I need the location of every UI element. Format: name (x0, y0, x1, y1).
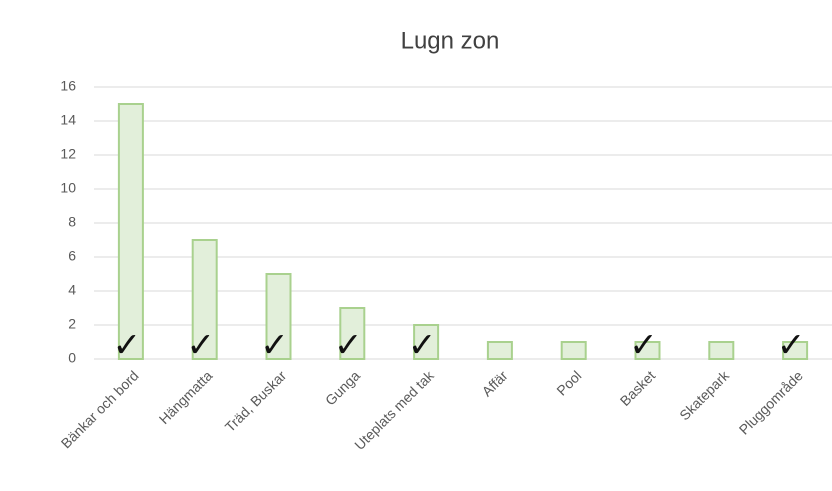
x-tick-label: Träd, Buskar (222, 367, 290, 435)
check-mark: ✓ (113, 326, 142, 366)
check-mark: ✓ (408, 326, 437, 366)
y-tick-label: 10 (60, 180, 76, 196)
y-tick-label: 8 (68, 214, 76, 230)
y-tick-label: 6 (68, 248, 76, 264)
check-mark: ✓ (260, 326, 289, 366)
bar (191, 239, 218, 360)
check-mark: ✓ (186, 326, 215, 366)
bar (117, 103, 144, 360)
y-tick-label: 0 (68, 350, 76, 366)
chart-title: Lugn zon (401, 27, 500, 54)
x-tick-label: Basket (617, 367, 659, 409)
x-tick-label: Skatepark (676, 367, 733, 424)
bar (708, 341, 735, 360)
x-tick-label: Gunga (322, 367, 363, 408)
y-tick-label: 4 (68, 282, 76, 298)
x-tick-label: Pluggområde (736, 367, 806, 437)
bar (265, 273, 292, 360)
y-tick-label: 2 (68, 316, 76, 332)
y-tick-label: 12 (60, 146, 76, 162)
bar (413, 324, 440, 360)
bar (782, 341, 809, 360)
y-tick-label: 16 (60, 78, 76, 94)
bar (560, 341, 587, 360)
y-tick-label: 14 (60, 112, 76, 128)
x-tick-label: Bänkar och bord (58, 367, 142, 451)
x-tick-label: Pool (553, 367, 584, 398)
x-tick-label: Affär (479, 367, 511, 399)
check-mark: ✓ (629, 326, 658, 366)
x-tick-label: Hängmatta (156, 367, 216, 427)
bar (486, 341, 513, 360)
x-tick-label: Uteplats med tak (351, 367, 437, 453)
check-mark: ✓ (334, 326, 363, 366)
bar (339, 307, 366, 360)
check-mark: ✓ (777, 326, 806, 366)
bar (634, 341, 661, 360)
